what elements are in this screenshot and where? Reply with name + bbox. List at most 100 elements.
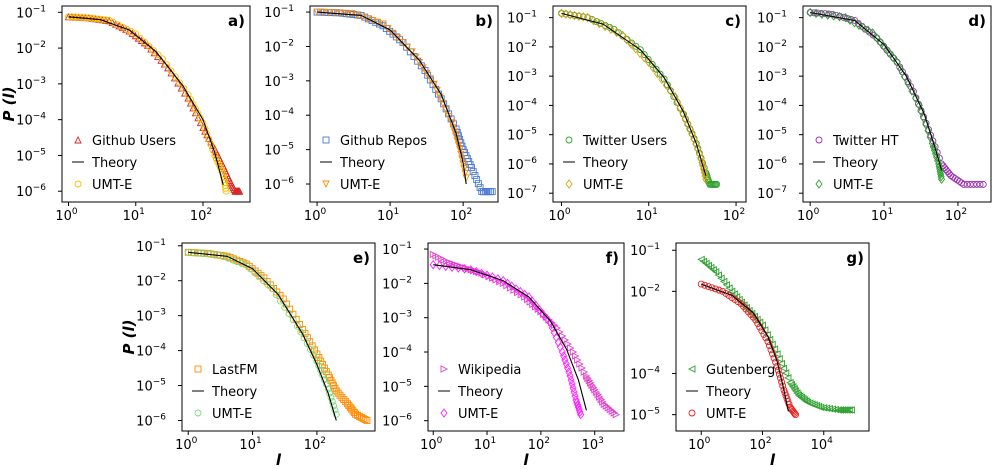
panel-g: 100 102 10410−510−410−210−1g)GutenbergTheo… bbox=[630, 242, 870, 469]
y-tick-label: 10−3 bbox=[757, 68, 787, 85]
y-tick-label: 10−6 bbox=[264, 176, 294, 193]
data-point bbox=[361, 416, 369, 423]
data-point bbox=[881, 42, 889, 53]
data-point bbox=[410, 53, 418, 60]
data-point bbox=[785, 401, 793, 408]
x-tick-label: 101 bbox=[123, 207, 145, 224]
y-tick-label-mantissa: 10 bbox=[16, 78, 33, 93]
legend-entry-label: UMT-E bbox=[833, 178, 873, 193]
data-point bbox=[821, 10, 829, 18]
legend-marker bbox=[322, 136, 330, 144]
y-tick-label-mantissa: 10 bbox=[757, 187, 774, 202]
data-point bbox=[777, 359, 785, 368]
legend-entry-label: Github Users bbox=[92, 134, 176, 149]
data-point bbox=[543, 313, 551, 324]
y-tick-label-mantissa: 10 bbox=[16, 114, 33, 129]
data-point bbox=[566, 371, 574, 381]
panel-label: c) bbox=[725, 12, 741, 30]
x-tick-label: 101 bbox=[636, 207, 658, 224]
data-point bbox=[467, 264, 475, 275]
data-point bbox=[328, 398, 336, 406]
data-point bbox=[699, 164, 708, 174]
y-tick-label-mantissa: 10 bbox=[136, 310, 153, 325]
data-point bbox=[885, 47, 893, 58]
y-tick-label-mantissa: 10 bbox=[16, 42, 33, 57]
y-tick-label-exponent: −5 bbox=[399, 378, 412, 388]
y-tick-label-exponent: −7 bbox=[524, 185, 537, 195]
y-tick-label-mantissa: 10 bbox=[16, 185, 33, 200]
data-point bbox=[832, 11, 840, 19]
y-tick-label: 10−5 bbox=[630, 407, 660, 424]
y-tick-label-mantissa: 10 bbox=[264, 6, 281, 21]
legend-marker bbox=[440, 365, 449, 373]
data-point bbox=[478, 268, 486, 279]
data-point bbox=[563, 363, 572, 373]
data-point bbox=[517, 291, 526, 299]
x-tick-label: 100 bbox=[797, 207, 820, 224]
data-point bbox=[791, 409, 799, 417]
y-tick-label-exponent: −2 bbox=[647, 283, 660, 293]
data-point bbox=[462, 174, 470, 182]
x-tick-label-exponent: 1 bbox=[256, 436, 262, 446]
y-tick-label-exponent: −5 bbox=[281, 142, 294, 152]
data-point bbox=[652, 65, 660, 73]
legend-entry-label: Github Repos bbox=[340, 134, 427, 149]
y-tick-label-exponent: −4 bbox=[33, 112, 47, 122]
data-point bbox=[937, 169, 945, 179]
y-tick-label-mantissa: 10 bbox=[136, 240, 153, 255]
x-tick-label: 100 bbox=[688, 436, 711, 453]
data-point bbox=[461, 264, 469, 274]
legend-marker bbox=[322, 180, 330, 189]
data-point bbox=[176, 79, 184, 87]
panel-label: g) bbox=[846, 249, 864, 267]
data-point bbox=[233, 258, 241, 266]
y-tick-label-exponent: −2 bbox=[153, 273, 166, 283]
data-point bbox=[936, 164, 944, 174]
data-point bbox=[864, 25, 872, 36]
y-tick-label-exponent: −6 bbox=[281, 176, 295, 186]
y-tick-label-mantissa: 10 bbox=[16, 6, 33, 21]
data-point bbox=[822, 404, 831, 412]
data-point bbox=[719, 277, 728, 286]
y-tick-label-exponent: −1 bbox=[153, 238, 166, 248]
panel-f: 100 101 102 10310−610−510−410−310−210−1f)Wi… bbox=[382, 241, 625, 469]
axes-frame bbox=[802, 5, 992, 203]
data-point bbox=[332, 387, 340, 395]
y-tick-label-mantissa: 10 bbox=[757, 129, 774, 144]
data-point bbox=[973, 180, 981, 188]
x-axis-label: l bbox=[770, 451, 776, 469]
legend-marker bbox=[74, 180, 82, 188]
data-point bbox=[574, 400, 582, 410]
data-point bbox=[313, 350, 321, 358]
x-tick-label-exponent: 1 bbox=[652, 207, 658, 217]
y-tick-label-exponent: −1 bbox=[524, 10, 537, 20]
data-point bbox=[869, 28, 877, 38]
data-point bbox=[612, 410, 621, 419]
data-point bbox=[180, 89, 189, 97]
data-point bbox=[403, 43, 411, 52]
y-tick-label: 10−1 bbox=[507, 10, 537, 27]
data-point bbox=[727, 287, 736, 296]
data-point bbox=[935, 159, 943, 169]
theory-line bbox=[68, 16, 224, 186]
data-point bbox=[374, 18, 382, 27]
data-point bbox=[610, 409, 619, 417]
y-tick-label: 10−4 bbox=[264, 107, 294, 124]
data-point bbox=[488, 272, 497, 282]
data-point bbox=[575, 11, 583, 21]
data-point bbox=[448, 262, 456, 272]
y-tick-label: 10−5 bbox=[507, 127, 537, 144]
data-layer bbox=[806, 7, 987, 188]
data-layer bbox=[313, 8, 496, 196]
panel-label: f) bbox=[606, 249, 619, 267]
data-point bbox=[558, 347, 566, 357]
y-tick-label-mantissa: 10 bbox=[264, 178, 281, 193]
y-tick-label: 10−1 bbox=[136, 238, 166, 255]
data-point bbox=[783, 374, 792, 382]
data-point bbox=[196, 118, 205, 127]
data-point bbox=[792, 411, 800, 419]
legend-entry-label: Twitter HT bbox=[832, 134, 898, 149]
data-point bbox=[933, 152, 941, 162]
data-point bbox=[469, 168, 477, 176]
y-tick-label-mantissa: 10 bbox=[264, 75, 281, 90]
